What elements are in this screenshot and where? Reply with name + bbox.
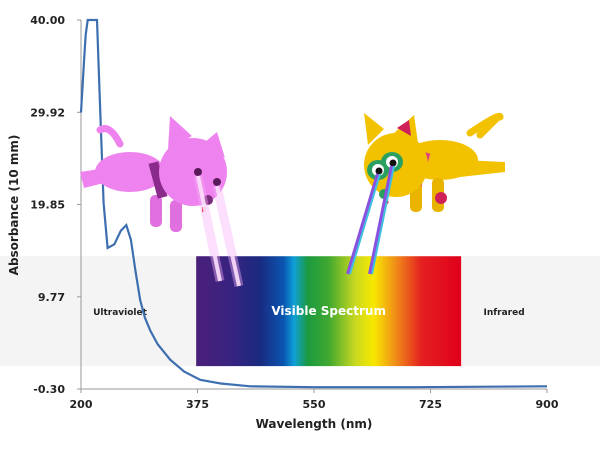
y-axis-label: Absorbance (10 mm) <box>7 135 21 276</box>
x-axis-label: Wavelength (nm) <box>256 417 373 431</box>
x-tick-label: 375 <box>186 398 209 411</box>
absorbance-line <box>79 18 548 389</box>
yellow-cat-illustration <box>346 112 505 275</box>
x-tick-label: 725 <box>419 398 442 411</box>
y-tick-label: 19.85 <box>30 199 65 212</box>
region-label: Visible Spectrum <box>271 304 386 318</box>
pink-cat-illustration <box>80 116 244 287</box>
y-tick-label: 9.77 <box>38 291 65 304</box>
region-label: Ultraviolet <box>93 308 148 318</box>
x-tick-label: 200 <box>70 398 93 411</box>
x-tick-label: 900 <box>536 398 559 411</box>
region-label: Infrared <box>483 308 524 318</box>
y-tick-label: 29.92 <box>30 106 65 119</box>
visible-spectrum-band <box>196 256 462 367</box>
x-tick-label: 550 <box>303 398 326 411</box>
y-tick-label: 40.00 <box>30 14 65 27</box>
y-tick-label: -0.30 <box>33 383 65 396</box>
